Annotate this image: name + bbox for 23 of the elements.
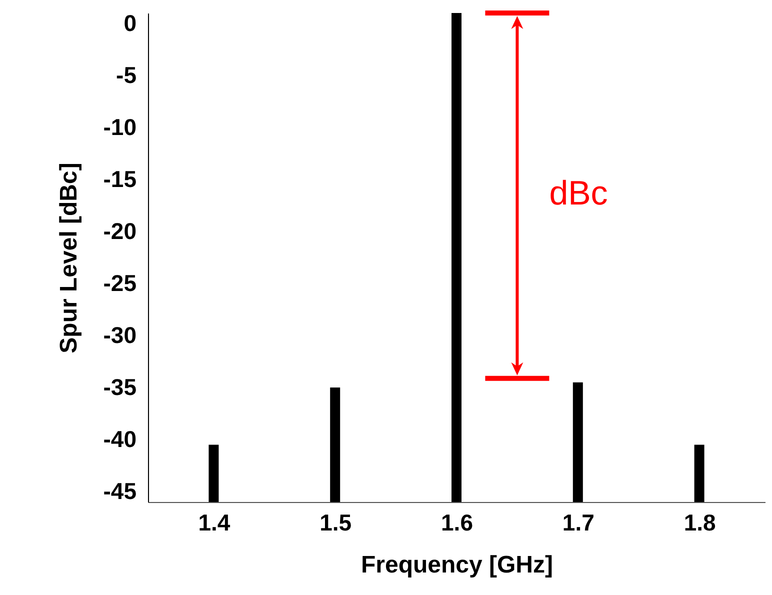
x-axis-title: Frequency [GHz] bbox=[360, 552, 554, 578]
bar bbox=[452, 13, 462, 502]
x-tick-label: 1.7 bbox=[562, 510, 594, 536]
bar bbox=[208, 444, 219, 502]
bar bbox=[572, 382, 583, 502]
y-tick-label: -15 bbox=[103, 166, 137, 192]
x-tick-label: 1.5 bbox=[320, 510, 352, 536]
y-tick-label: -10 bbox=[103, 114, 136, 140]
y-tick-label: -35 bbox=[103, 374, 137, 400]
x-tick-label: 1.6 bbox=[441, 510, 473, 536]
annotation: dBc bbox=[549, 174, 608, 213]
y-tick-label: -45 bbox=[103, 478, 137, 504]
y-axis-title: Spur Level [dBc] bbox=[55, 162, 82, 354]
bar bbox=[330, 388, 340, 502]
y-tick-label: 0 bbox=[124, 10, 136, 36]
x-tick-label: 1.8 bbox=[684, 510, 716, 536]
y-tick-label: -20 bbox=[103, 218, 136, 244]
y-tick-label: -30 bbox=[103, 322, 136, 348]
y-tick-label: -40 bbox=[103, 426, 136, 452]
bar bbox=[694, 444, 704, 502]
y-tick-label: -25 bbox=[103, 270, 137, 296]
y-tick-label: -5 bbox=[116, 62, 137, 88]
x-tick-label: 1.4 bbox=[198, 510, 230, 536]
